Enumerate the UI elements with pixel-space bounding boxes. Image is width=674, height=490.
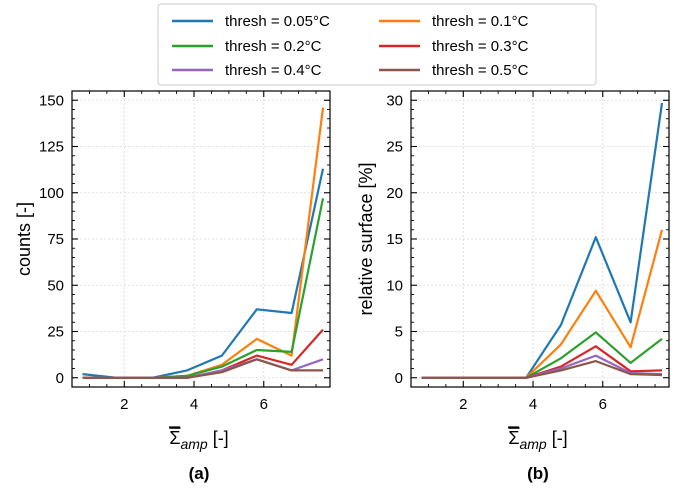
y-tick-label: 25 (386, 139, 403, 156)
y-tick-label: 10 (386, 277, 403, 294)
x-axis-label: Σamp [-] (169, 428, 228, 452)
y-tick-label: 0 (395, 370, 403, 387)
legend-label: thresh = 0.5°C (432, 62, 529, 79)
y-tick-label: 75 (47, 231, 64, 248)
y-tick-label: 50 (47, 277, 64, 294)
y-tick-label: 100 (39, 185, 64, 202)
series-line (82, 198, 325, 379)
x-tick-label: 4 (529, 396, 537, 413)
y-tick-label: 0 (56, 370, 64, 387)
y-tick-label: 5 (395, 324, 403, 341)
legend-label: thresh = 0.4°C (225, 62, 322, 79)
x-tick-label: 6 (599, 396, 607, 413)
y-axis-label: counts [-] (14, 202, 34, 276)
y-tick-label: 25 (47, 324, 64, 341)
series-line (421, 360, 663, 379)
y-tick-label: 125 (39, 139, 64, 156)
panel-a: 2 4 6 0 25 50 75 100 125 150 counts [-] Σamp [-] (a) (14, 90, 331, 483)
legend-label: thresh = 0.1°C (432, 13, 529, 30)
x-tick-label: 2 (459, 396, 467, 413)
series-line (82, 358, 323, 379)
panel-caption: (a) (189, 464, 210, 483)
panel-b: 2 4 6 0 5 10 15 20 25 30 relative surface [%] Σamp … (356, 90, 670, 483)
legend-label: thresh = 0.2°C (225, 38, 322, 55)
panel-caption: (b) (527, 464, 549, 483)
legend-label: thresh = 0.05°C (225, 13, 330, 30)
y-axis-label: relative surface [%] (356, 162, 376, 315)
x-tick-label: 2 (120, 396, 128, 413)
legend: thresh = 0.05°C thresh = 0.1°C thresh = 0.… (157, 3, 597, 86)
y-tick-label: 30 (386, 92, 403, 109)
x-axis-label: Σamp [-] (508, 428, 567, 452)
y-tick-label: 150 (39, 92, 64, 109)
y-tick-label: 20 (386, 185, 403, 202)
series-line (421, 102, 664, 379)
legend-frame (157, 3, 597, 86)
legend-label: thresh = 0.3°C (432, 38, 529, 55)
y-tick-label: 15 (386, 231, 403, 248)
x-tick-label: 6 (260, 396, 268, 413)
series-line (82, 168, 325, 379)
series-line (82, 107, 325, 379)
x-tick-label: 4 (190, 396, 198, 413)
